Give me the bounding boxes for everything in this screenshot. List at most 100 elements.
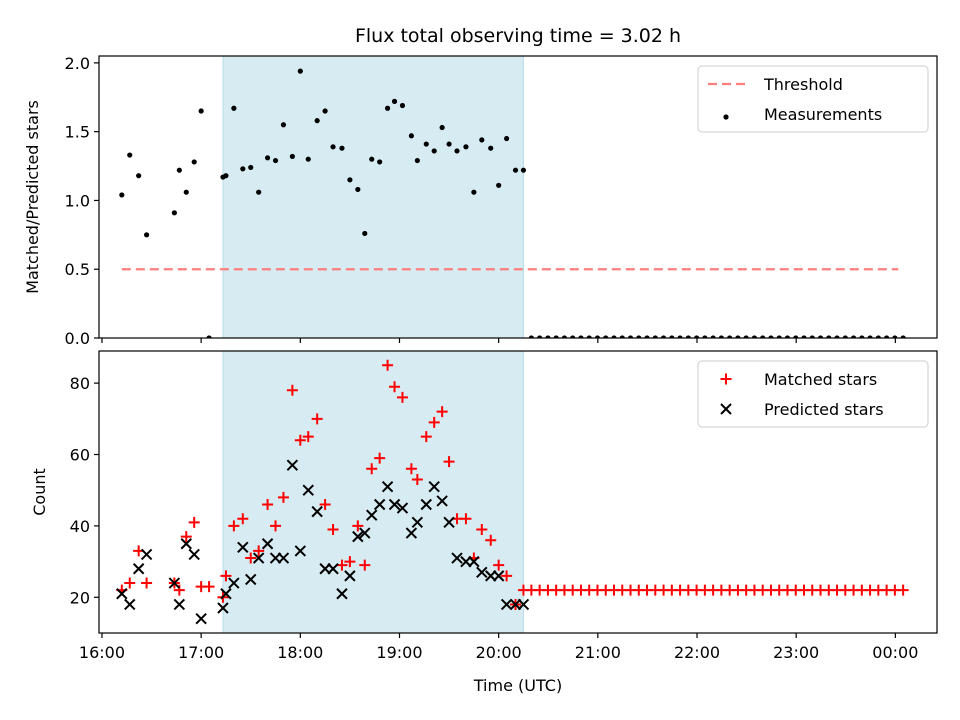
predicted-star-point	[451, 552, 463, 564]
measurement-point	[384, 105, 391, 111]
matched-star-point	[436, 406, 448, 418]
matched-star-point	[344, 556, 356, 568]
measurement-point	[776, 335, 782, 338]
measurement-point	[314, 118, 320, 124]
measurement-point	[414, 157, 420, 164]
plot-area	[116, 359, 909, 625]
predicted-star-point	[492, 570, 505, 582]
measurement-point	[660, 335, 667, 338]
predicted-star-point	[188, 548, 200, 561]
measurement-point	[561, 335, 568, 338]
x-tick-label: 20:00	[476, 643, 522, 662]
measurement-point	[842, 335, 848, 338]
measurement-point	[727, 335, 733, 338]
matched-star-point	[420, 431, 432, 443]
measurement-point	[183, 189, 189, 195]
ratio-panel: 0.0 0.5 1.0 1.5 2.0 Matched/Predicted stars Th…	[23, 54, 938, 348]
predicted-star-point	[237, 541, 249, 554]
measurement-point	[520, 167, 527, 173]
predicted-star-point	[245, 573, 257, 586]
measurement-point	[305, 156, 311, 162]
legend-measurement-swatch	[723, 114, 729, 120]
matched-star-point	[270, 520, 282, 532]
predicted-star-point	[411, 516, 424, 529]
measurement-point	[875, 335, 881, 338]
measurement-point	[391, 98, 398, 104]
measurement-point	[144, 232, 150, 238]
predicted-star-point	[336, 588, 348, 600]
plot-area	[119, 68, 906, 338]
legend-box	[697, 65, 929, 133]
predicted-star-point	[124, 598, 136, 611]
measurement-point	[553, 335, 559, 338]
matched-star-point	[311, 413, 323, 425]
matched-star-point	[237, 513, 249, 525]
measurement-point	[127, 152, 133, 158]
matched-star-point	[286, 384, 298, 396]
x-tick-label: 22:00	[674, 643, 720, 662]
matched-star-point	[319, 498, 331, 510]
measurement-point	[627, 335, 634, 338]
measurement-point	[735, 335, 741, 338]
matched-star-point	[396, 391, 408, 403]
predicted-star-point	[420, 498, 432, 511]
predicted-star-point	[476, 566, 488, 579]
matched-star-point	[253, 545, 265, 557]
measurement-point	[586, 335, 592, 338]
measurement-point	[793, 335, 799, 338]
y-tick-label: 80	[70, 374, 90, 393]
measurement-point	[369, 156, 375, 162]
measurement-point	[611, 335, 617, 338]
measurement-point	[479, 137, 485, 143]
predicted-star-point	[217, 602, 229, 614]
predicted-star-point	[302, 484, 314, 496]
predicted-star-point	[388, 498, 401, 511]
legend-predicted-swatch	[720, 403, 732, 415]
matched-star-point	[493, 559, 505, 571]
measurement-point	[272, 157, 279, 164]
measurement-point	[256, 189, 262, 195]
measurement-point	[900, 335, 906, 338]
matched-star-point	[501, 570, 513, 582]
measurement-point	[784, 335, 791, 338]
measurement-point	[223, 173, 229, 179]
y-axis-title: Matched/Predicted stars	[23, 100, 42, 294]
measurement-point	[594, 335, 601, 338]
y-tick-label: 60	[70, 446, 90, 465]
matched-star-point	[327, 523, 339, 535]
measurement-point	[191, 159, 197, 165]
measurement-point	[801, 335, 807, 338]
matched-star-point	[173, 584, 185, 596]
y-tick-label: 20	[70, 588, 90, 607]
predicted-star-point	[228, 577, 240, 589]
measurement-point	[636, 335, 642, 338]
measurement-point	[751, 335, 758, 338]
matched-star-point	[180, 531, 192, 543]
measurement-point	[603, 335, 609, 338]
measurement-point	[463, 144, 469, 150]
legend-label: Threshold	[763, 75, 843, 94]
predicted-star-point	[381, 480, 394, 493]
measurement-point	[198, 108, 204, 114]
matched-star-point	[476, 523, 488, 535]
matched-star-point	[245, 552, 257, 564]
legend: Matched stars Predicted stars	[697, 360, 929, 428]
matched-star-point	[359, 559, 371, 571]
predicted-star-point	[277, 552, 290, 564]
measurement-point	[231, 105, 237, 111]
measurement-point	[578, 335, 584, 338]
matched-star-point	[374, 452, 386, 464]
matched-star-point	[389, 381, 401, 393]
matched-star-point	[336, 559, 348, 571]
y-tick-label: 0.5	[65, 260, 90, 279]
measurement-point	[826, 335, 832, 338]
matched-star-point	[124, 577, 136, 589]
predicted-star-point	[344, 570, 356, 582]
legend-box	[697, 360, 929, 428]
matched-star-point	[277, 491, 289, 503]
measurement-point	[355, 186, 361, 193]
legend-matched-swatch	[720, 373, 732, 385]
measurement-point	[289, 153, 295, 160]
matched-star-point	[428, 416, 440, 428]
